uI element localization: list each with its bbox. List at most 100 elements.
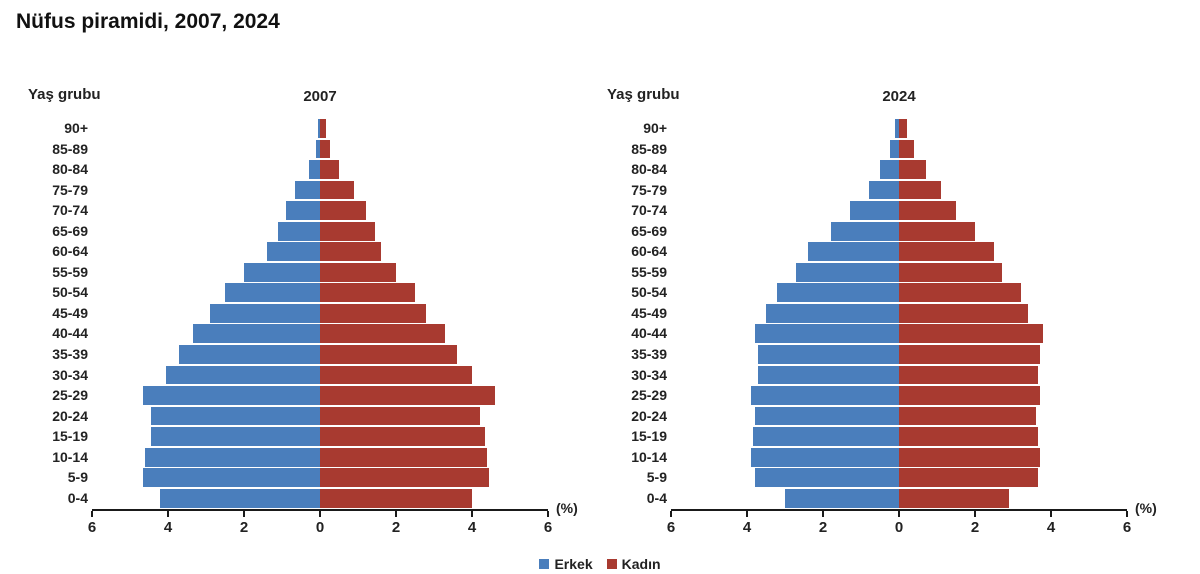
axis-tick [1126,510,1128,517]
male-bar [179,345,320,364]
axis-tick [822,510,824,517]
age-group-label: 55-59 [631,263,667,280]
age-group-label: 20-24 [631,407,667,424]
age-group-label: 50-54 [52,284,88,301]
female-bar [899,180,941,200]
legend-item: Erkek [539,556,593,572]
axis-tick [471,510,473,517]
pyramid-row [92,447,548,468]
male-bar [278,221,320,241]
pyramid-panel-2007: Yaş grubu 2007 90+ 85-89 80-84 75-79 70-74 65… [0,80,600,550]
male-bar [758,345,899,364]
male-bar [752,427,899,446]
age-group-label: 80-84 [631,161,667,178]
axis-tick [1050,510,1052,517]
male-bar [889,139,899,159]
female-bar [320,221,376,241]
female-bar [320,242,381,262]
pyramid-row [92,323,548,344]
legend-label: Kadın [621,556,661,572]
female-bar [320,324,446,344]
female-bar [320,365,472,385]
pyramid-row [671,426,1127,447]
pyramid-row [92,180,548,201]
axis-tick [746,510,748,517]
axis-tick-label: 0 [894,518,904,536]
male-bar [266,242,320,262]
age-group-label: 10-14 [631,448,667,465]
pyramid-row [671,467,1127,488]
pyramid-row [92,488,548,509]
axis-tick-label: 2 [970,518,980,536]
male-bar [754,468,899,488]
age-group-label: 55-59 [52,263,88,280]
pyramid-plot-2007 [92,118,548,509]
female-bar [899,221,975,241]
axis-tick-label: 6 [666,518,676,536]
pyramid-row [671,139,1127,160]
age-group-label: 30-34 [52,366,88,383]
pyramid-row [92,200,548,221]
pyramid-row [92,385,548,406]
axis-tick [974,510,976,517]
pyramid-row [92,282,548,303]
pyramid-row [92,344,548,365]
female-bar [320,447,488,467]
pyramid-row [671,200,1127,221]
male-bar [150,406,320,426]
age-group-label: 10-14 [52,448,88,465]
axis-tick-label: 6 [543,518,553,536]
male-bar [868,180,899,200]
male-bar [166,365,320,385]
female-bar [320,427,486,446]
age-group-label: 65-69 [52,222,88,239]
axis-tick-label: 4 [742,518,752,536]
male-bar [758,365,899,385]
age-group-label: 70-74 [52,202,88,219]
pyramid-row [671,344,1127,365]
pyramid-row [671,406,1127,427]
female-bar [899,242,994,262]
male-bar [143,386,320,405]
female-bar [899,303,1029,323]
pyramid-row [671,488,1127,509]
male-bar [192,324,320,344]
male-bar [807,242,899,262]
axis-tick [91,510,93,517]
age-group-label: 90+ [643,120,667,136]
pyramid-row [671,262,1127,283]
y-axis-title: Yaş grubu [28,86,101,103]
axis-tick [898,510,900,517]
axis-tick [243,510,245,517]
pyramid-row [92,241,548,262]
pyramid-row [92,365,548,386]
legend-swatch-icon [606,559,617,569]
age-group-label: 5-9 [67,469,88,486]
male-bar [880,160,899,179]
pyramid-row [92,467,548,488]
x-axis: 6 4 2 0 2 4 6 [667,508,1131,536]
pyramid-row [92,262,548,283]
male-bar [766,303,899,323]
male-bar [295,180,320,200]
pyramid-row [671,241,1127,262]
age-group-label: 25-29 [52,387,88,404]
axis-tick [167,510,169,517]
age-group-label: 85-89 [52,140,88,157]
male-bar [244,262,320,282]
chart-title-2007: 2007 [303,88,337,105]
female-bar [899,406,1036,426]
female-bar [320,386,495,405]
male-bar [308,160,320,179]
axis-tick-label: 4 [163,518,173,536]
pyramid-row [92,139,548,160]
female-bar [899,139,915,159]
pyramid-row [671,118,1127,139]
female-bar [320,119,326,138]
age-group-label: 40-44 [631,325,667,342]
age-group-label: 35-39 [52,346,88,363]
age-group-label: 0-4 [646,489,667,506]
female-bar [320,180,355,200]
pyramid-plot-2024 [671,118,1127,509]
